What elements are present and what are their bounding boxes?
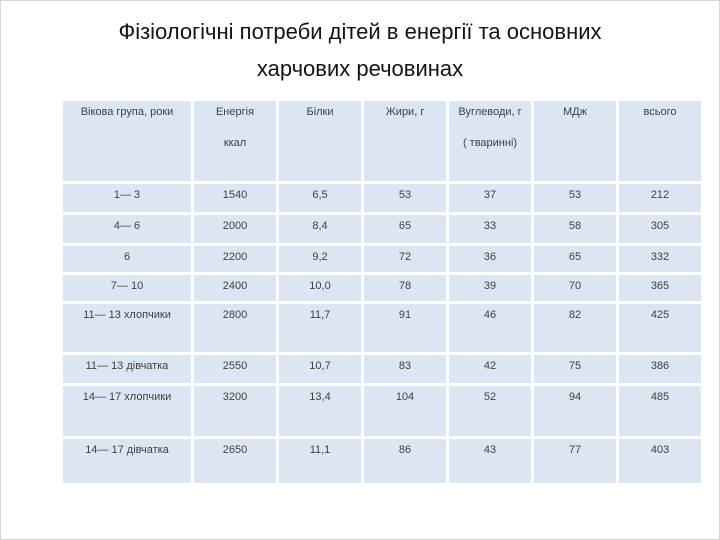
- value-cell: 8,4: [279, 215, 361, 243]
- row-label-cell: 7— 10: [63, 275, 191, 301]
- row-label-cell: 11— 13 дівчатка: [63, 355, 191, 383]
- table-row: 6 2200 9,2 72 36 65 332: [63, 246, 701, 272]
- nutrition-table: Вікова група, роки Енергія ккал Білки Жи…: [60, 98, 704, 486]
- table-row: 1— 3 1540 6,5 53 37 53 212: [63, 184, 701, 212]
- page-title-line1: Фізіологічні потреби дітей в енергії та …: [118, 19, 602, 44]
- value-cell: 72: [364, 246, 446, 272]
- value-cell: 425: [619, 304, 701, 352]
- value-cell: 485: [619, 386, 701, 436]
- value-cell: 33: [449, 215, 531, 243]
- column-header-carbohydrates: Вуглеводи, г ( тваринні): [449, 101, 531, 181]
- row-label-cell: 6: [63, 246, 191, 272]
- value-cell: 13,4: [279, 386, 361, 436]
- row-label-cell: 11— 13 хлопчики: [63, 304, 191, 352]
- value-cell: 53: [534, 184, 616, 212]
- value-cell: 77: [534, 439, 616, 483]
- value-cell: 37: [449, 184, 531, 212]
- value-cell: 82: [534, 304, 616, 352]
- value-cell: 1540: [194, 184, 276, 212]
- value-cell: 212: [619, 184, 701, 212]
- column-header-label: Вікова група, роки: [80, 106, 174, 118]
- table-body: 1— 3 1540 6,5 53 37 53 212 4— 6 2000 8,4 65 33 58 305…: [63, 184, 701, 483]
- value-cell: 10,7: [279, 355, 361, 383]
- value-cell: 58: [534, 215, 616, 243]
- value-cell: 10,0: [279, 275, 361, 301]
- value-cell: 78: [364, 275, 446, 301]
- column-header-proteins: Білки: [279, 101, 361, 181]
- value-cell: 386: [619, 355, 701, 383]
- value-cell: 11,7: [279, 304, 361, 352]
- column-header-sublabel: ( тваринні): [462, 137, 518, 149]
- value-cell: 65: [364, 215, 446, 243]
- row-label-cell: 1— 3: [63, 184, 191, 212]
- column-header-age-group: Вікова група, роки: [63, 101, 191, 181]
- value-cell: 104: [364, 386, 446, 436]
- value-cell: 9,2: [279, 246, 361, 272]
- value-cell: 305: [619, 215, 701, 243]
- table-row: 7— 10 2400 10,0 78 39 70 365: [63, 275, 701, 301]
- value-cell: 36: [449, 246, 531, 272]
- column-header-label: всього: [643, 106, 677, 118]
- value-cell: 53: [364, 184, 446, 212]
- value-cell: 403: [619, 439, 701, 483]
- column-header-label: Жири, г: [385, 106, 425, 118]
- value-cell: 332: [619, 246, 701, 272]
- value-cell: 83: [364, 355, 446, 383]
- value-cell: 3200: [194, 386, 276, 436]
- column-header-label: Енергія: [215, 106, 255, 118]
- column-header-label: МДж: [563, 106, 587, 118]
- value-cell: 6,5: [279, 184, 361, 212]
- column-header-total: всього: [619, 101, 701, 181]
- value-cell: 43: [449, 439, 531, 483]
- page-title-line2: харчових речовинах: [256, 56, 464, 81]
- column-header-label: Вуглеводи, г: [458, 106, 522, 118]
- table-header-row: Вікова група, роки Енергія ккал Білки Жи…: [63, 101, 701, 181]
- table-row: 14— 17 хлопчики 3200 13,4 104 52 94 485: [63, 386, 701, 436]
- value-cell: 2800: [194, 304, 276, 352]
- value-cell: 46: [449, 304, 531, 352]
- value-cell: 2650: [194, 439, 276, 483]
- value-cell: 94: [534, 386, 616, 436]
- page-title: Фізіологічні потреби дітей в енергії та …: [1, 13, 719, 87]
- value-cell: 2200: [194, 246, 276, 272]
- column-header-energy: Енергія ккал: [194, 101, 276, 181]
- column-header-label: Білки: [306, 106, 334, 118]
- value-cell: 86: [364, 439, 446, 483]
- table-row: 14— 17 дівчатка 2650 11,1 86 43 77 403: [63, 439, 701, 483]
- value-cell: 2000: [194, 215, 276, 243]
- value-cell: 65: [534, 246, 616, 272]
- row-label-cell: 14— 17 дівчатка: [63, 439, 191, 483]
- value-cell: 2400: [194, 275, 276, 301]
- column-header-mj: МДж: [534, 101, 616, 181]
- table-row: 11— 13 дівчатка 2550 10,7 83 42 75 386: [63, 355, 701, 383]
- value-cell: 11,1: [279, 439, 361, 483]
- value-cell: 2550: [194, 355, 276, 383]
- value-cell: 91: [364, 304, 446, 352]
- value-cell: 39: [449, 275, 531, 301]
- value-cell: 42: [449, 355, 531, 383]
- row-label-cell: 14— 17 хлопчики: [63, 386, 191, 436]
- row-label-cell: 4— 6: [63, 215, 191, 243]
- value-cell: 52: [449, 386, 531, 436]
- table-row: 4— 6 2000 8,4 65 33 58 305: [63, 215, 701, 243]
- column-header-sublabel: ккал: [223, 137, 247, 149]
- table-row: 11— 13 хлопчики 2800 11,7 91 46 82 425: [63, 304, 701, 352]
- column-header-fats: Жири, г: [364, 101, 446, 181]
- value-cell: 365: [619, 275, 701, 301]
- value-cell: 75: [534, 355, 616, 383]
- value-cell: 70: [534, 275, 616, 301]
